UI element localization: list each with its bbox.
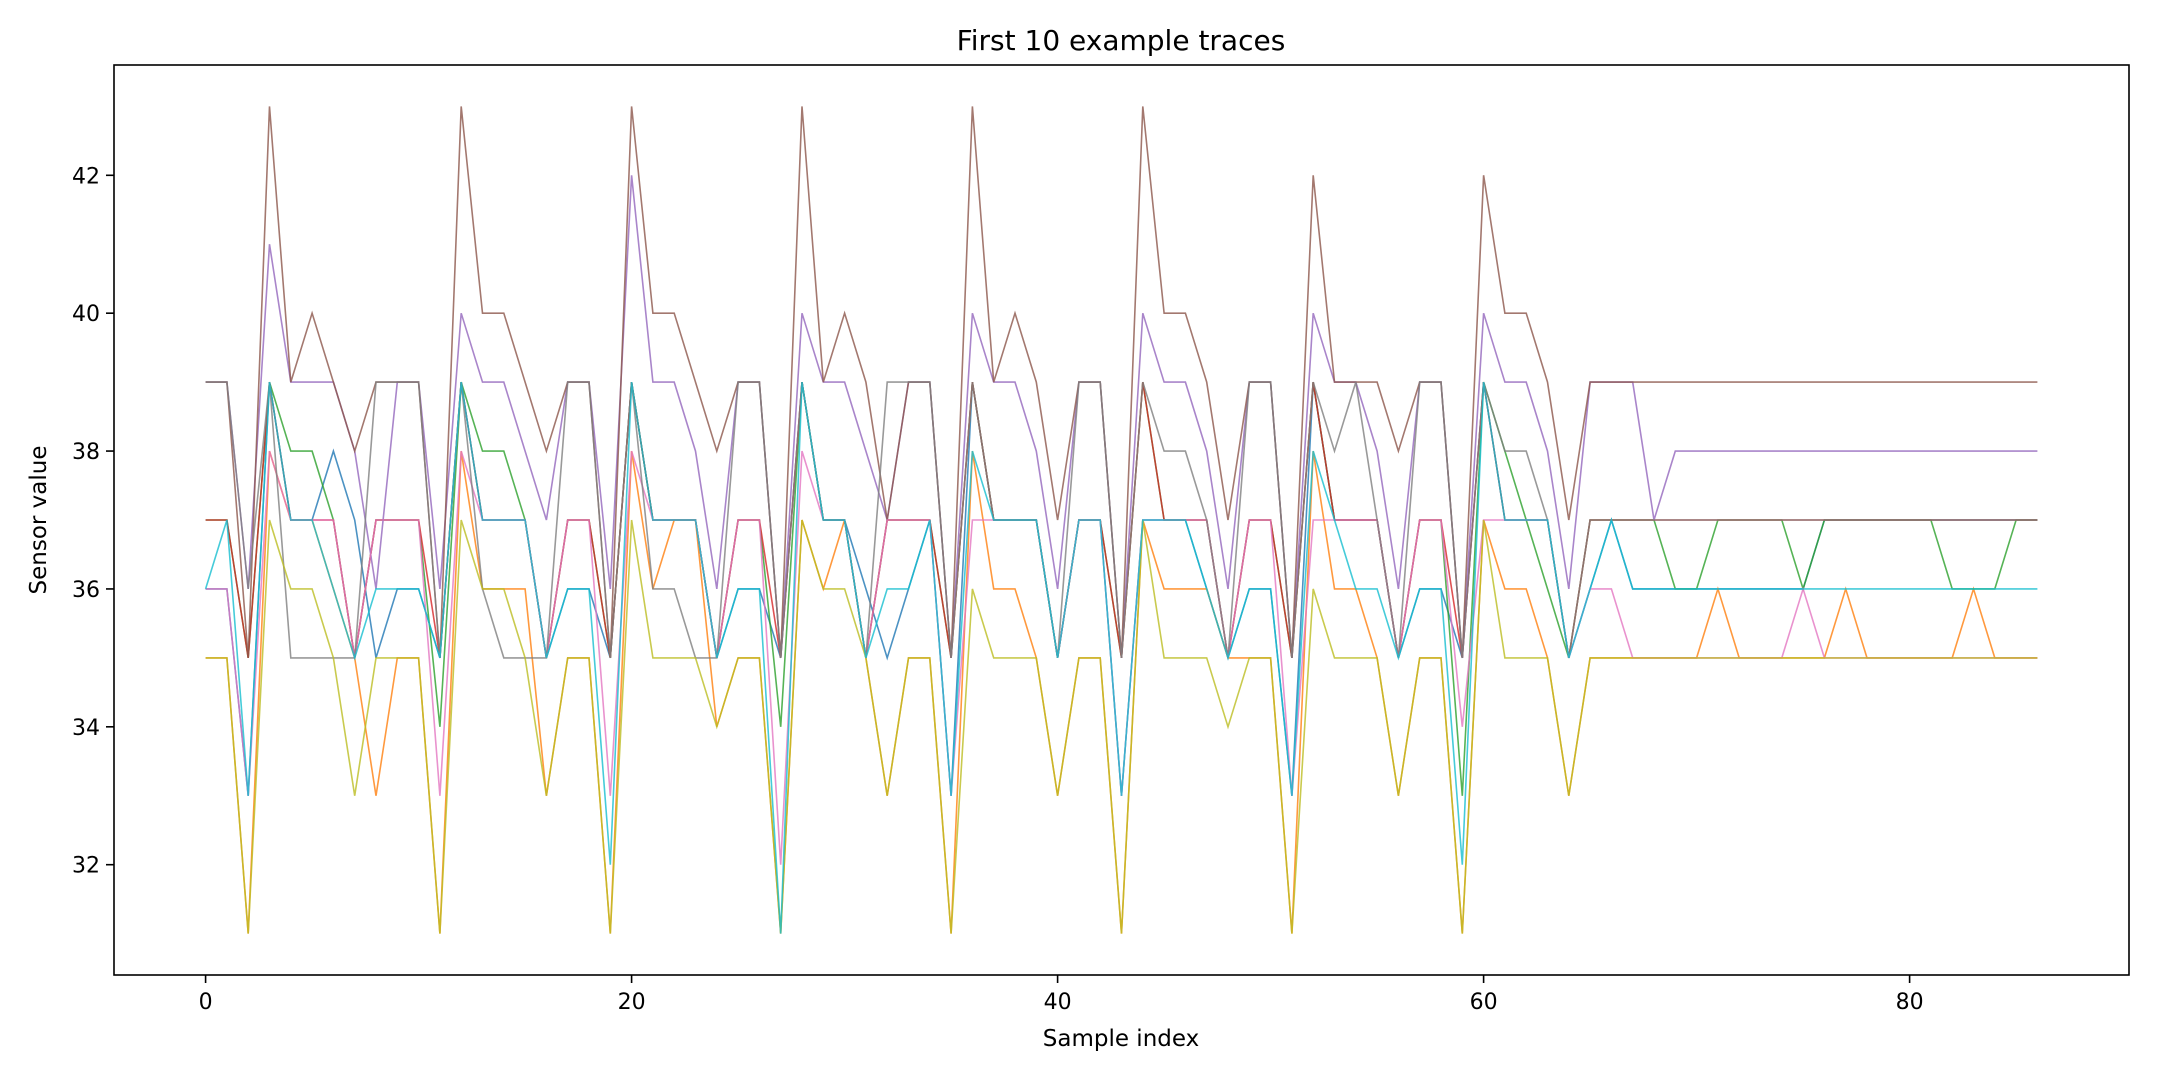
x-tick-label: 60 bbox=[1470, 990, 1498, 1015]
x-tick-label: 40 bbox=[1044, 990, 1072, 1015]
y-tick-label: 42 bbox=[72, 164, 100, 189]
chart-title: First 10 example traces bbox=[957, 24, 1286, 57]
plot-frame bbox=[113, 64, 2130, 976]
x-tick-label: 80 bbox=[1896, 990, 1924, 1015]
y-axis-label: Sensor value bbox=[26, 446, 52, 595]
x-axis: 0 20 40 60 80 bbox=[199, 975, 1924, 1015]
series-line-10 bbox=[204, 381, 2038, 934]
series-line-8 bbox=[205, 381, 2038, 659]
y-tick-label: 34 bbox=[72, 716, 100, 741]
y-tick-label: 32 bbox=[72, 854, 100, 879]
y-tick-label: 40 bbox=[72, 302, 100, 327]
x-tick-label: 0 bbox=[199, 990, 213, 1015]
x-axis-label: Sample index bbox=[1043, 1026, 1199, 1052]
y-tick-label: 38 bbox=[72, 440, 100, 465]
y-tick-label: 36 bbox=[72, 578, 100, 603]
series-line-9 bbox=[205, 519, 2038, 934]
series-layer bbox=[204, 106, 2038, 934]
x-tick-label: 20 bbox=[618, 990, 646, 1015]
y-axis: 32 34 36 38 40 42 bbox=[72, 164, 114, 879]
